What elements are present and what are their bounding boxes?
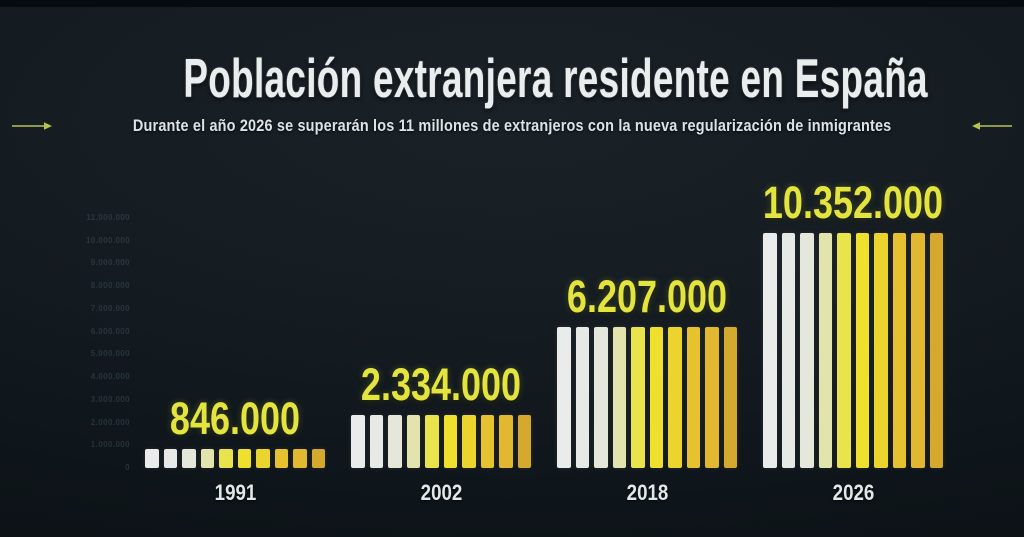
bar-group-1991: 846.000 1991 [145, 0, 325, 537]
bar-stripe [705, 327, 719, 468]
bar-value-label: 2.334.000 [341, 362, 541, 407]
bar-stripe [763, 233, 777, 468]
y-tick-label: 0 [125, 463, 130, 472]
bar-value-label: 6.207.000 [547, 274, 747, 319]
bar-stripe [311, 449, 325, 468]
bar-stripe [443, 415, 457, 468]
bar-stripe [145, 449, 159, 468]
bar-stripe [800, 233, 814, 468]
y-tick-label: 4.000.000 [90, 372, 130, 382]
y-tick-label: 10.000.000 [85, 235, 130, 245]
bar-value-text: 6.207.000 [566, 271, 728, 322]
bar-stripe [200, 449, 214, 468]
y-tick-label: 11.000.000 [86, 213, 130, 222]
x-axis-year-label: 2018 [557, 480, 737, 506]
bar-stripe [219, 449, 233, 468]
bar-stripe [892, 233, 906, 468]
bar-stripe [293, 449, 307, 468]
bar-value-text: 10.352.000 [762, 177, 944, 228]
y-tick-label: 1.000.000 [90, 440, 130, 450]
bar-stripe [480, 415, 494, 468]
subtitle-row: Durante el año 2026 se superarán los 11 … [0, 116, 1024, 136]
bar-stripe [668, 327, 682, 468]
bar-value-text: 2.334.000 [360, 359, 522, 410]
bar-stripe [237, 449, 251, 468]
bar-group-2002: 2.334.000 2002 [351, 0, 531, 537]
bar-stripe [818, 233, 832, 468]
bar-stripe [425, 415, 439, 468]
bar-stripe [557, 327, 571, 468]
bar-value-label: 846.000 [154, 396, 317, 441]
bar-stripe [612, 327, 626, 468]
bar-stripes [145, 449, 325, 468]
bar-stripe [256, 449, 270, 468]
bar-value-label: 10.352.000 [740, 180, 965, 225]
bar-group-2026: 10.352.000 2026 [763, 0, 943, 537]
bar-stripe [874, 233, 888, 468]
bar-stripe [182, 449, 196, 468]
y-tick-label: 3.000.000 [90, 394, 130, 404]
arrow-left-icon [972, 122, 1013, 130]
y-tick-label: 8.000.000 [90, 281, 130, 291]
bar-stripe [686, 327, 700, 468]
bar-stripe [575, 327, 589, 468]
bar-stripe [499, 415, 513, 468]
year-text: 1991 [214, 480, 256, 505]
bar-stripe [723, 327, 737, 468]
bar-stripe [517, 415, 531, 468]
bar-group-2018: 6.207.000 2018 [557, 0, 737, 537]
year-text: 2026 [832, 480, 874, 505]
bar-stripe [351, 415, 365, 468]
year-text: 2002 [420, 480, 462, 505]
bar-stripes [351, 415, 531, 468]
bar-value-text: 846.000 [169, 393, 301, 444]
bar-stripe [781, 233, 795, 468]
bar-stripe [369, 415, 383, 468]
bar-stripe [631, 327, 645, 468]
y-tick-label: 5.000.000 [90, 349, 130, 359]
page-title: Población extranjera residente en España [0, 46, 1024, 110]
arrow-right-icon [11, 122, 52, 130]
y-tick-label: 2.000.000 [90, 417, 130, 427]
y-tick-label: 9.000.000 [90, 258, 130, 268]
subtitle-text: Durante el año 2026 se superarán los 11 … [132, 116, 892, 135]
bar-stripe [929, 233, 943, 468]
y-tick-label: 6.000.000 [90, 326, 130, 336]
page-title-text: Población extranjera residente en España [183, 47, 928, 109]
x-axis-year-label: 1991 [145, 480, 325, 506]
bar-stripe [462, 415, 476, 468]
bar-stripes [557, 327, 737, 468]
bar-stripe [594, 327, 608, 468]
year-text: 2018 [626, 480, 668, 505]
y-tick-label: 7.000.000 [90, 303, 130, 313]
bar-stripes [763, 233, 943, 468]
x-axis-year-label: 2002 [351, 480, 531, 506]
bar-stripe [406, 415, 420, 468]
bar-stripe [274, 449, 288, 468]
x-axis-year-label: 2026 [763, 480, 943, 506]
bar-stripe [911, 233, 925, 468]
bar-stripe [649, 327, 663, 468]
bar-stripe [837, 233, 851, 468]
bar-stripe [163, 449, 177, 468]
bar-stripe [388, 415, 402, 468]
bar-stripe [855, 233, 869, 468]
